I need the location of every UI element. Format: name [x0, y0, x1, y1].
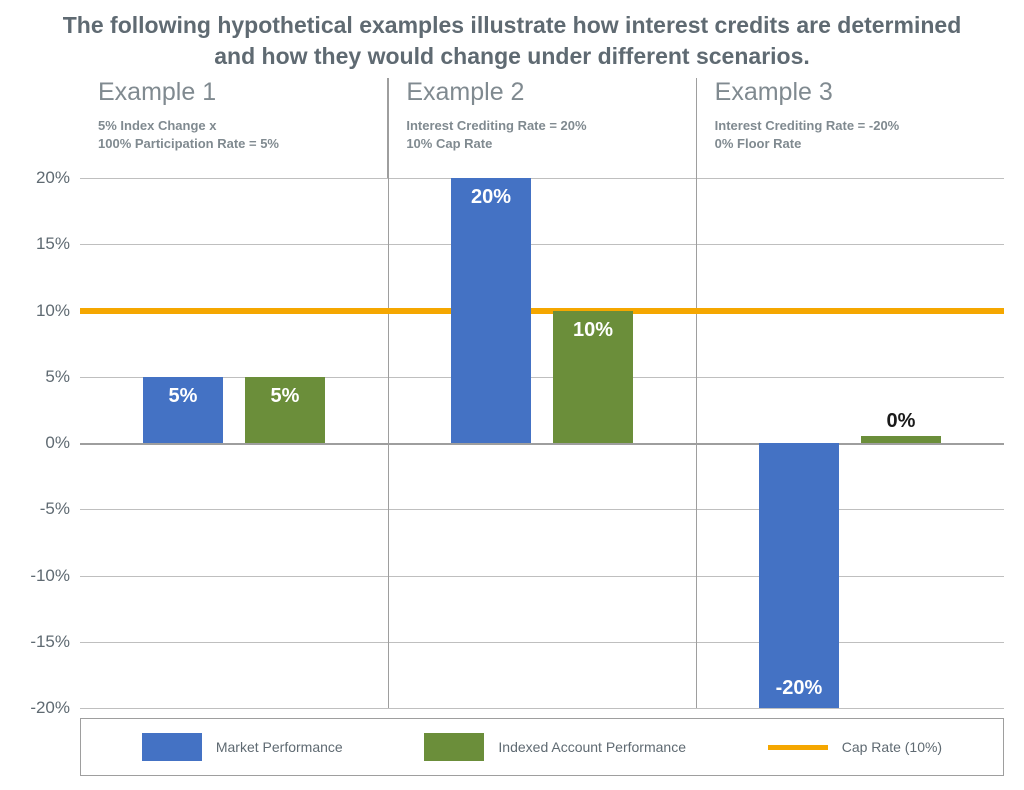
panel-title: Example 3 [715, 78, 986, 107]
y-tick-label: -10% [30, 566, 70, 586]
cap-rate-line [80, 308, 1004, 314]
bar-indexed: 10% [553, 311, 633, 444]
gridline [80, 509, 1004, 510]
panel-separator [388, 78, 389, 708]
gridline [80, 708, 1004, 709]
bar-value-label: 5% [143, 385, 223, 408]
plot-area: -20% -15% -10% -5% 0% 5% 10% 15% 20% 5% 5% 20% 10% -… [0, 178, 1024, 708]
y-tick-label: 10% [36, 301, 70, 321]
gridline [80, 642, 1004, 643]
bar-market: -20% [759, 443, 839, 708]
legend-item: Cap Rate (10%) [768, 739, 942, 755]
bar-value-label: 5% [245, 385, 325, 408]
bar-indexed: 5% [245, 377, 325, 443]
legend-label: Cap Rate (10%) [842, 739, 942, 755]
panel-header: Example 3 Interest Crediting Rate = -20% 0… [696, 78, 1004, 178]
legend-label: Market Performance [216, 739, 343, 755]
y-tick-label: 0% [45, 433, 70, 453]
y-tick-label: 15% [36, 234, 70, 254]
panel-title: Example 2 [406, 78, 677, 107]
legend-swatch-box [424, 733, 484, 761]
legend-label: Indexed Account Performance [498, 739, 686, 755]
y-tick-label: 5% [45, 367, 70, 387]
y-tick-label: -15% [30, 632, 70, 652]
panel-separator [696, 78, 697, 708]
y-tick-label: 20% [36, 168, 70, 188]
bar-value-label: -20% [759, 677, 839, 700]
panel-subtitle-line: Interest Crediting Rate = -20% [715, 118, 900, 133]
panel-subtitle: 5% Index Change x 100% Participation Rate… [98, 117, 369, 152]
panel-subtitle: Interest Crediting Rate = 20% 10% Cap Rat… [406, 117, 677, 152]
panel-header: Example 1 5% Index Change x 100% Participa… [80, 78, 387, 178]
panel-headers: Example 1 5% Index Change x 100% Participa… [80, 78, 1004, 178]
bar-value-label: 20% [451, 186, 531, 209]
panel-subtitle-line: 100% Participation Rate = 5% [98, 136, 279, 151]
zero-line [80, 443, 1004, 445]
chart-title: The following hypothetical examples illu… [0, 0, 1024, 80]
y-tick-label: -20% [30, 698, 70, 718]
panel-title: Example 1 [98, 78, 369, 107]
legend-item: Market Performance [142, 733, 343, 761]
bar-value-label: 10% [553, 319, 633, 342]
gridline [80, 576, 1004, 577]
y-axis: -20%-15%-10%-5%0%5%10%15%20% [0, 178, 78, 708]
legend: Market Performance Indexed Account Perfor… [80, 718, 1004, 776]
bar-indexed: 0% [861, 436, 941, 443]
gridline [80, 178, 1004, 179]
legend-swatch-line [768, 745, 828, 750]
legend-item: Indexed Account Performance [424, 733, 686, 761]
plot-canvas: 5% 5% 20% 10% -20% 0% [80, 178, 1004, 708]
legend-swatch-box [142, 733, 202, 761]
bar-value-label: 0% [861, 410, 941, 433]
gridline [80, 244, 1004, 245]
panel-subtitle-line: 10% Cap Rate [406, 136, 492, 151]
y-tick-label: -5% [40, 499, 70, 519]
panel-subtitle-line: 0% Floor Rate [715, 136, 802, 151]
bar-market: 5% [143, 377, 223, 443]
panel-header: Example 2 Interest Crediting Rate = 20% 10… [387, 78, 695, 178]
panel-subtitle-line: 5% Index Change x [98, 118, 216, 133]
panel-subtitle: Interest Crediting Rate = -20% 0% Floor R… [715, 117, 986, 152]
panel-subtitle-line: Interest Crediting Rate = 20% [406, 118, 586, 133]
bar-market: 20% [451, 178, 531, 443]
